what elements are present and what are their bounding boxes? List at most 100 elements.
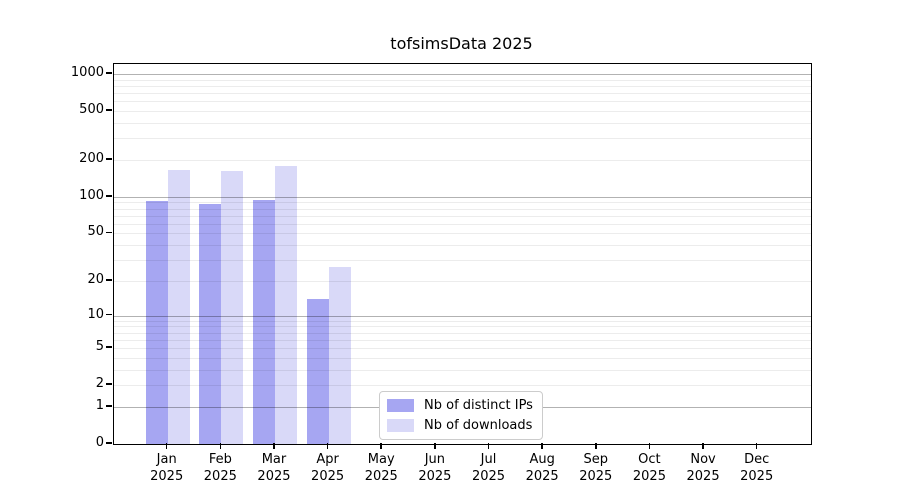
x-tick-month: Nov [690, 452, 716, 467]
y-tick-1 [106, 405, 112, 407]
y-tick-20 [106, 279, 112, 281]
x-tick-year: 2025 [150, 469, 184, 484]
x-tick-label-aug: Aug 2025 [514, 451, 570, 485]
x-tick-month: Dec [744, 452, 770, 467]
gridline-minor-9 [114, 320, 811, 322]
gridline-major-1000 [114, 74, 811, 75]
bars-layer [114, 64, 811, 444]
x-tick-label-jul: Jul 2025 [461, 451, 517, 485]
x-tick-month: Aug [529, 452, 555, 467]
legend-swatch-downloads [387, 418, 414, 432]
gridline-minor-40 [114, 245, 811, 247]
grid-layer [114, 64, 811, 444]
legend-item-distinct-ips: Nb of distinct IPs [387, 397, 534, 413]
x-tick-month: Jul [480, 452, 497, 467]
x-tick-label-feb: Feb 2025 [192, 451, 248, 485]
bar-downloads-feb [221, 170, 244, 444]
y-tick-1000 [106, 72, 112, 74]
gridline-minor-4 [114, 357, 811, 359]
gridline-minor-5 [114, 348, 811, 350]
gridline-minor-70 [114, 215, 811, 217]
x-tick-label-mar: Mar 2025 [246, 451, 302, 485]
y-tick-label-20: 20 [87, 271, 104, 287]
x-tick-year: 2025 [525, 469, 559, 484]
y-tick-100 [106, 195, 112, 197]
x-tick-year: 2025 [579, 469, 613, 484]
x-tick-label-sep: Sep 2025 [568, 451, 624, 485]
x-tick-label-may: May 2025 [353, 451, 409, 485]
x-tick-label-nov: Nov 2025 [675, 451, 731, 485]
x-tick-month: Jan [156, 452, 177, 467]
gridline-minor-90 [114, 202, 811, 204]
x-tick-month: Feb [208, 452, 232, 467]
chart-title: tofsimsData 2025 [390, 34, 533, 53]
x-tick-month: Jun [424, 452, 446, 467]
gridline-minor-500 [114, 111, 811, 113]
gridline-minor-200 [114, 159, 811, 161]
y-tick-500 [106, 109, 112, 111]
bar-downloads-apr [328, 267, 351, 444]
x-tick-year: 2025 [471, 469, 506, 484]
bar-distinct-ips-jan [145, 201, 168, 444]
x-tick-month: Apr [316, 452, 339, 467]
gridline-minor-30 [114, 260, 811, 262]
gridline-minor-20 [114, 280, 811, 282]
bar-downloads-mar [274, 165, 297, 444]
x-tick-month: Mar [261, 452, 287, 467]
x-tick-month: Oct [638, 452, 661, 467]
legend-item-downloads: Nb of downloads [387, 417, 534, 433]
y-tick-label-5: 5 [95, 339, 104, 355]
gridline-major-100 [114, 196, 811, 198]
gridline-minor-6 [114, 339, 811, 341]
gridline-minor-900 [114, 79, 811, 81]
y-tick-label-500: 500 [79, 102, 104, 118]
y-tick-label-2: 2 [95, 376, 104, 392]
legend-label-downloads: Nb of downloads [424, 417, 533, 433]
gridline-minor-400 [114, 122, 811, 124]
x-tick-label-oct: Oct 2025 [621, 451, 677, 485]
x-tick-year: 2025 [311, 469, 345, 484]
y-tick-5 [106, 346, 112, 348]
gridline-minor-60 [114, 223, 811, 225]
y-tick-label-1: 1 [95, 397, 104, 413]
y-tick-label-0: 0 [95, 435, 104, 450]
y-tick-2 [106, 383, 112, 385]
plot-area: Nb of distinct IPs Nb of downloads [113, 63, 812, 445]
x-tick-label-jan: Jan 2025 [139, 451, 195, 485]
x-tick-year: 2025 [740, 469, 774, 484]
gridline-minor-50 [114, 233, 811, 235]
gridline-minor-700 [114, 93, 811, 95]
legend-label-distinct-ips: Nb of distinct IPs [424, 397, 533, 413]
gridline-minor-8 [114, 326, 811, 328]
x-tick-month: Sep [583, 452, 609, 467]
gridline-minor-800 [114, 85, 811, 87]
y-tick-10 [106, 313, 112, 316]
x-tick-label-jun: Jun 2025 [407, 451, 463, 485]
y-tick-label-100: 100 [79, 187, 104, 203]
legend: Nb of distinct IPs Nb of downloads [379, 391, 543, 440]
gridline-minor-7 [114, 332, 811, 334]
gridline-minor-300 [114, 138, 811, 140]
y-tick-label-50: 50 [87, 224, 104, 240]
y-tick-label-200: 200 [79, 150, 104, 166]
x-tick-label-apr: Apr 2025 [300, 451, 356, 485]
x-tick-year: 2025 [364, 469, 398, 484]
bar-downloads-jan [167, 169, 190, 444]
gridline-minor-80 [114, 208, 811, 210]
x-tick-year: 2025 [257, 469, 291, 484]
y-tick-label-10: 10 [87, 306, 104, 322]
bar-distinct-ips-feb [199, 203, 222, 444]
bar-distinct-ips-apr [306, 298, 329, 444]
x-tick-year: 2025 [632, 469, 666, 484]
x-tick-year: 2025 [686, 469, 720, 484]
y-tick-0 [106, 442, 112, 444]
y-tick-label-1000: 1000 [70, 65, 104, 80]
x-tick-year: 2025 [418, 469, 452, 484]
x-tick-year: 2025 [203, 469, 237, 484]
x-tick-label-dec: Dec 2025 [729, 451, 785, 485]
gridline-major-10 [114, 315, 811, 317]
gridline-minor-3 [114, 369, 811, 371]
gridline-minor-2 [114, 385, 811, 387]
bar-distinct-ips-mar [252, 200, 275, 444]
